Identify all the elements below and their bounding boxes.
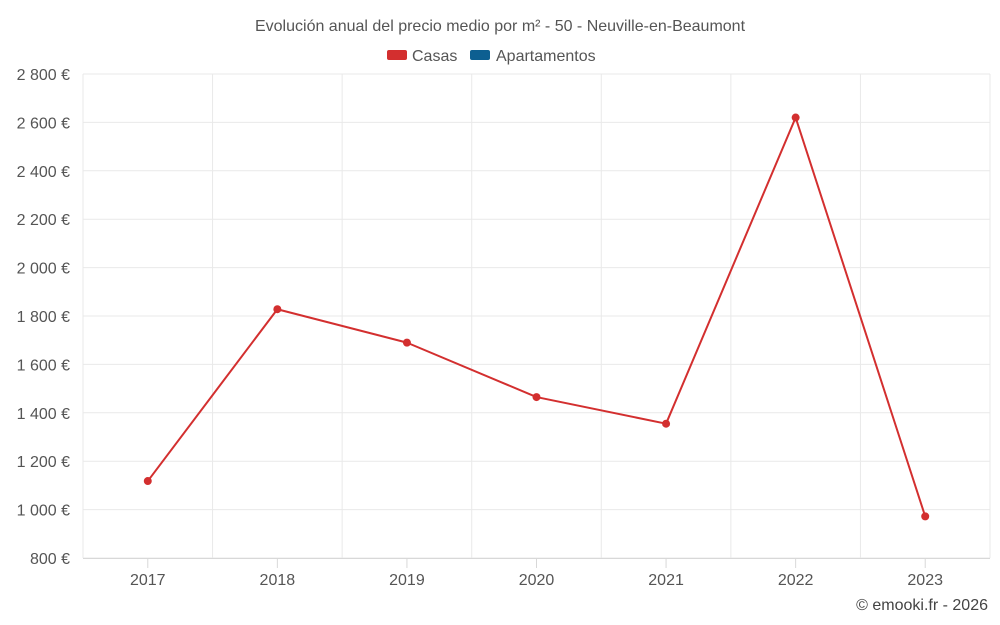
y-axis-labels: 800 € 1 000 € 1 200 € 1 400 € 1 600 € 1 800 €… bbox=[17, 67, 70, 568]
data-point-2023[interactable] bbox=[921, 512, 930, 521]
x-tick-label: 2019 bbox=[389, 572, 425, 589]
y-tick-label: 1 400 € bbox=[17, 406, 70, 423]
y-tick-label: 2 000 € bbox=[17, 261, 70, 278]
x-axis bbox=[83, 558, 990, 568]
y-tick-label: 1 800 € bbox=[17, 309, 70, 326]
y-tick-label: 1 200 € bbox=[17, 454, 70, 471]
chart-title: Evolución anual del precio medio por m² … bbox=[255, 18, 746, 35]
data-point-2018[interactable] bbox=[273, 305, 282, 314]
y-tick-label: 2 200 € bbox=[17, 212, 70, 229]
x-tick-label: 2022 bbox=[778, 572, 814, 589]
series-lines bbox=[146, 116, 927, 518]
data-point-2020[interactable] bbox=[532, 393, 541, 402]
y-gridlines bbox=[83, 73, 990, 559]
legend-item-apartamentos[interactable]: Apartamentos bbox=[470, 48, 596, 65]
x-tick-label: 2017 bbox=[130, 572, 166, 589]
legend-swatch-apartamentos bbox=[470, 50, 490, 60]
y-tick-label: 1 000 € bbox=[17, 503, 70, 520]
credits-text[interactable]: © emooki.fr - 2026 bbox=[856, 597, 988, 614]
x-tick-label: 2023 bbox=[907, 572, 943, 589]
legend-label-apartamentos: Apartamentos bbox=[496, 48, 596, 65]
series-points bbox=[143, 113, 930, 521]
data-point-2022[interactable] bbox=[791, 113, 800, 122]
legend-label-casas: Casas bbox=[412, 48, 457, 65]
y-tick-label: 1 600 € bbox=[17, 357, 70, 374]
x-tick-label: 2020 bbox=[519, 572, 555, 589]
y-tick-label: 800 € bbox=[30, 551, 70, 568]
data-point-2017[interactable] bbox=[143, 477, 152, 486]
x-tick-label: 2018 bbox=[260, 572, 296, 589]
x-tick-label: 2021 bbox=[648, 572, 684, 589]
legend-item-casas[interactable]: Casas bbox=[387, 48, 457, 65]
y-tick-label: 2 800 € bbox=[17, 67, 70, 84]
legend-swatch-casas bbox=[387, 50, 407, 60]
y-tick-label: 2 400 € bbox=[17, 164, 70, 181]
legend: Casas Apartamentos bbox=[387, 48, 596, 65]
x-axis-labels: 2017 2018 2019 2020 2021 2022 2023 bbox=[130, 572, 943, 589]
series-line-casas bbox=[146, 116, 927, 518]
data-point-2019[interactable] bbox=[402, 338, 411, 347]
data-point-2021[interactable] bbox=[662, 419, 671, 428]
y-tick-label: 2 600 € bbox=[17, 115, 70, 132]
